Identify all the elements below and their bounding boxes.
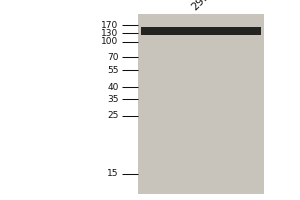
Bar — [138, 14, 264, 194]
Text: 70: 70 — [107, 52, 118, 62]
Text: 35: 35 — [107, 95, 118, 104]
Text: 40: 40 — [107, 83, 118, 92]
Text: 293: 293 — [189, 0, 211, 12]
Text: 25: 25 — [107, 112, 118, 120]
Text: 170: 170 — [101, 21, 118, 29]
Text: 100: 100 — [101, 38, 118, 46]
Text: 55: 55 — [107, 66, 118, 75]
Bar — [141, 27, 261, 35]
Text: 130: 130 — [101, 28, 118, 38]
Text: 15: 15 — [107, 170, 118, 178]
